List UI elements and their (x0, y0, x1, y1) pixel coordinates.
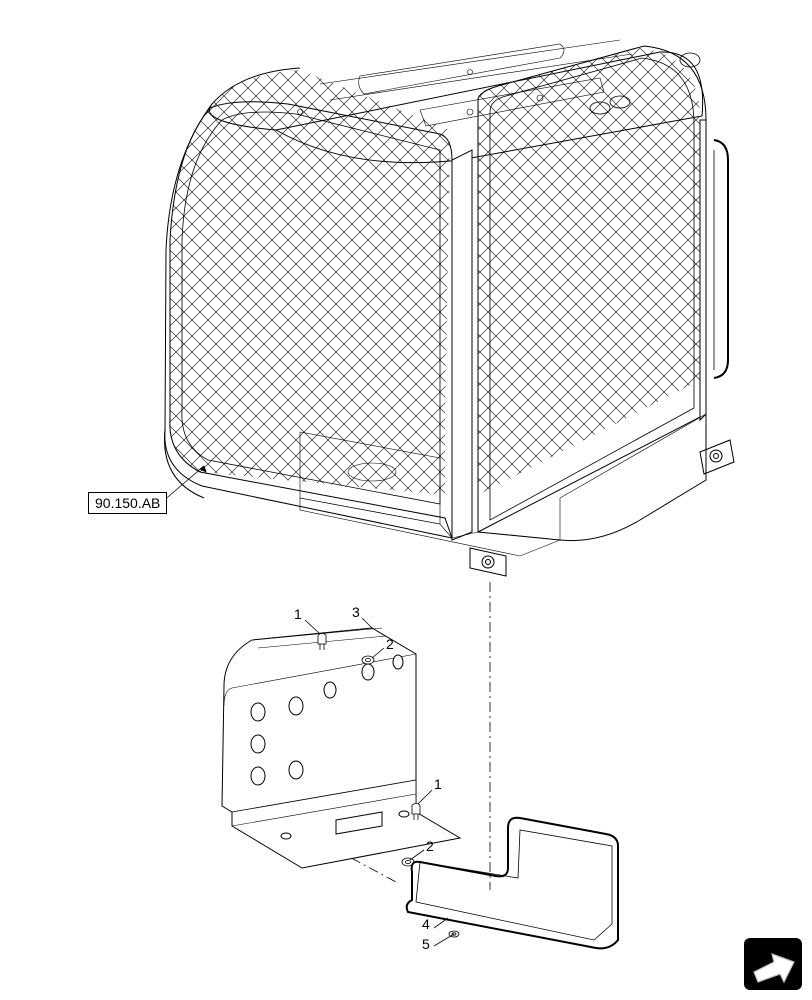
washer-2a (362, 656, 374, 664)
right-hinge (700, 440, 734, 474)
callout-1a: 1 (294, 606, 302, 622)
reference-box-text: 90.150.AB (95, 495, 160, 511)
callout-1b: 1 (434, 776, 442, 792)
callout-3: 3 (352, 604, 360, 620)
diagram-stage: 90.150.AB 1 3 2 1 2 4 5 (0, 0, 812, 1000)
bracket-plate (222, 628, 460, 868)
callout-2a: 2 (386, 636, 394, 652)
callout-5: 5 (422, 936, 430, 952)
callout-4: 4 (422, 916, 430, 932)
nav-next-button[interactable] (744, 938, 802, 990)
callout-2b: 2 (426, 838, 434, 854)
reference-box: 90.150.AB (88, 492, 167, 514)
cab-assembly (150, 40, 734, 576)
